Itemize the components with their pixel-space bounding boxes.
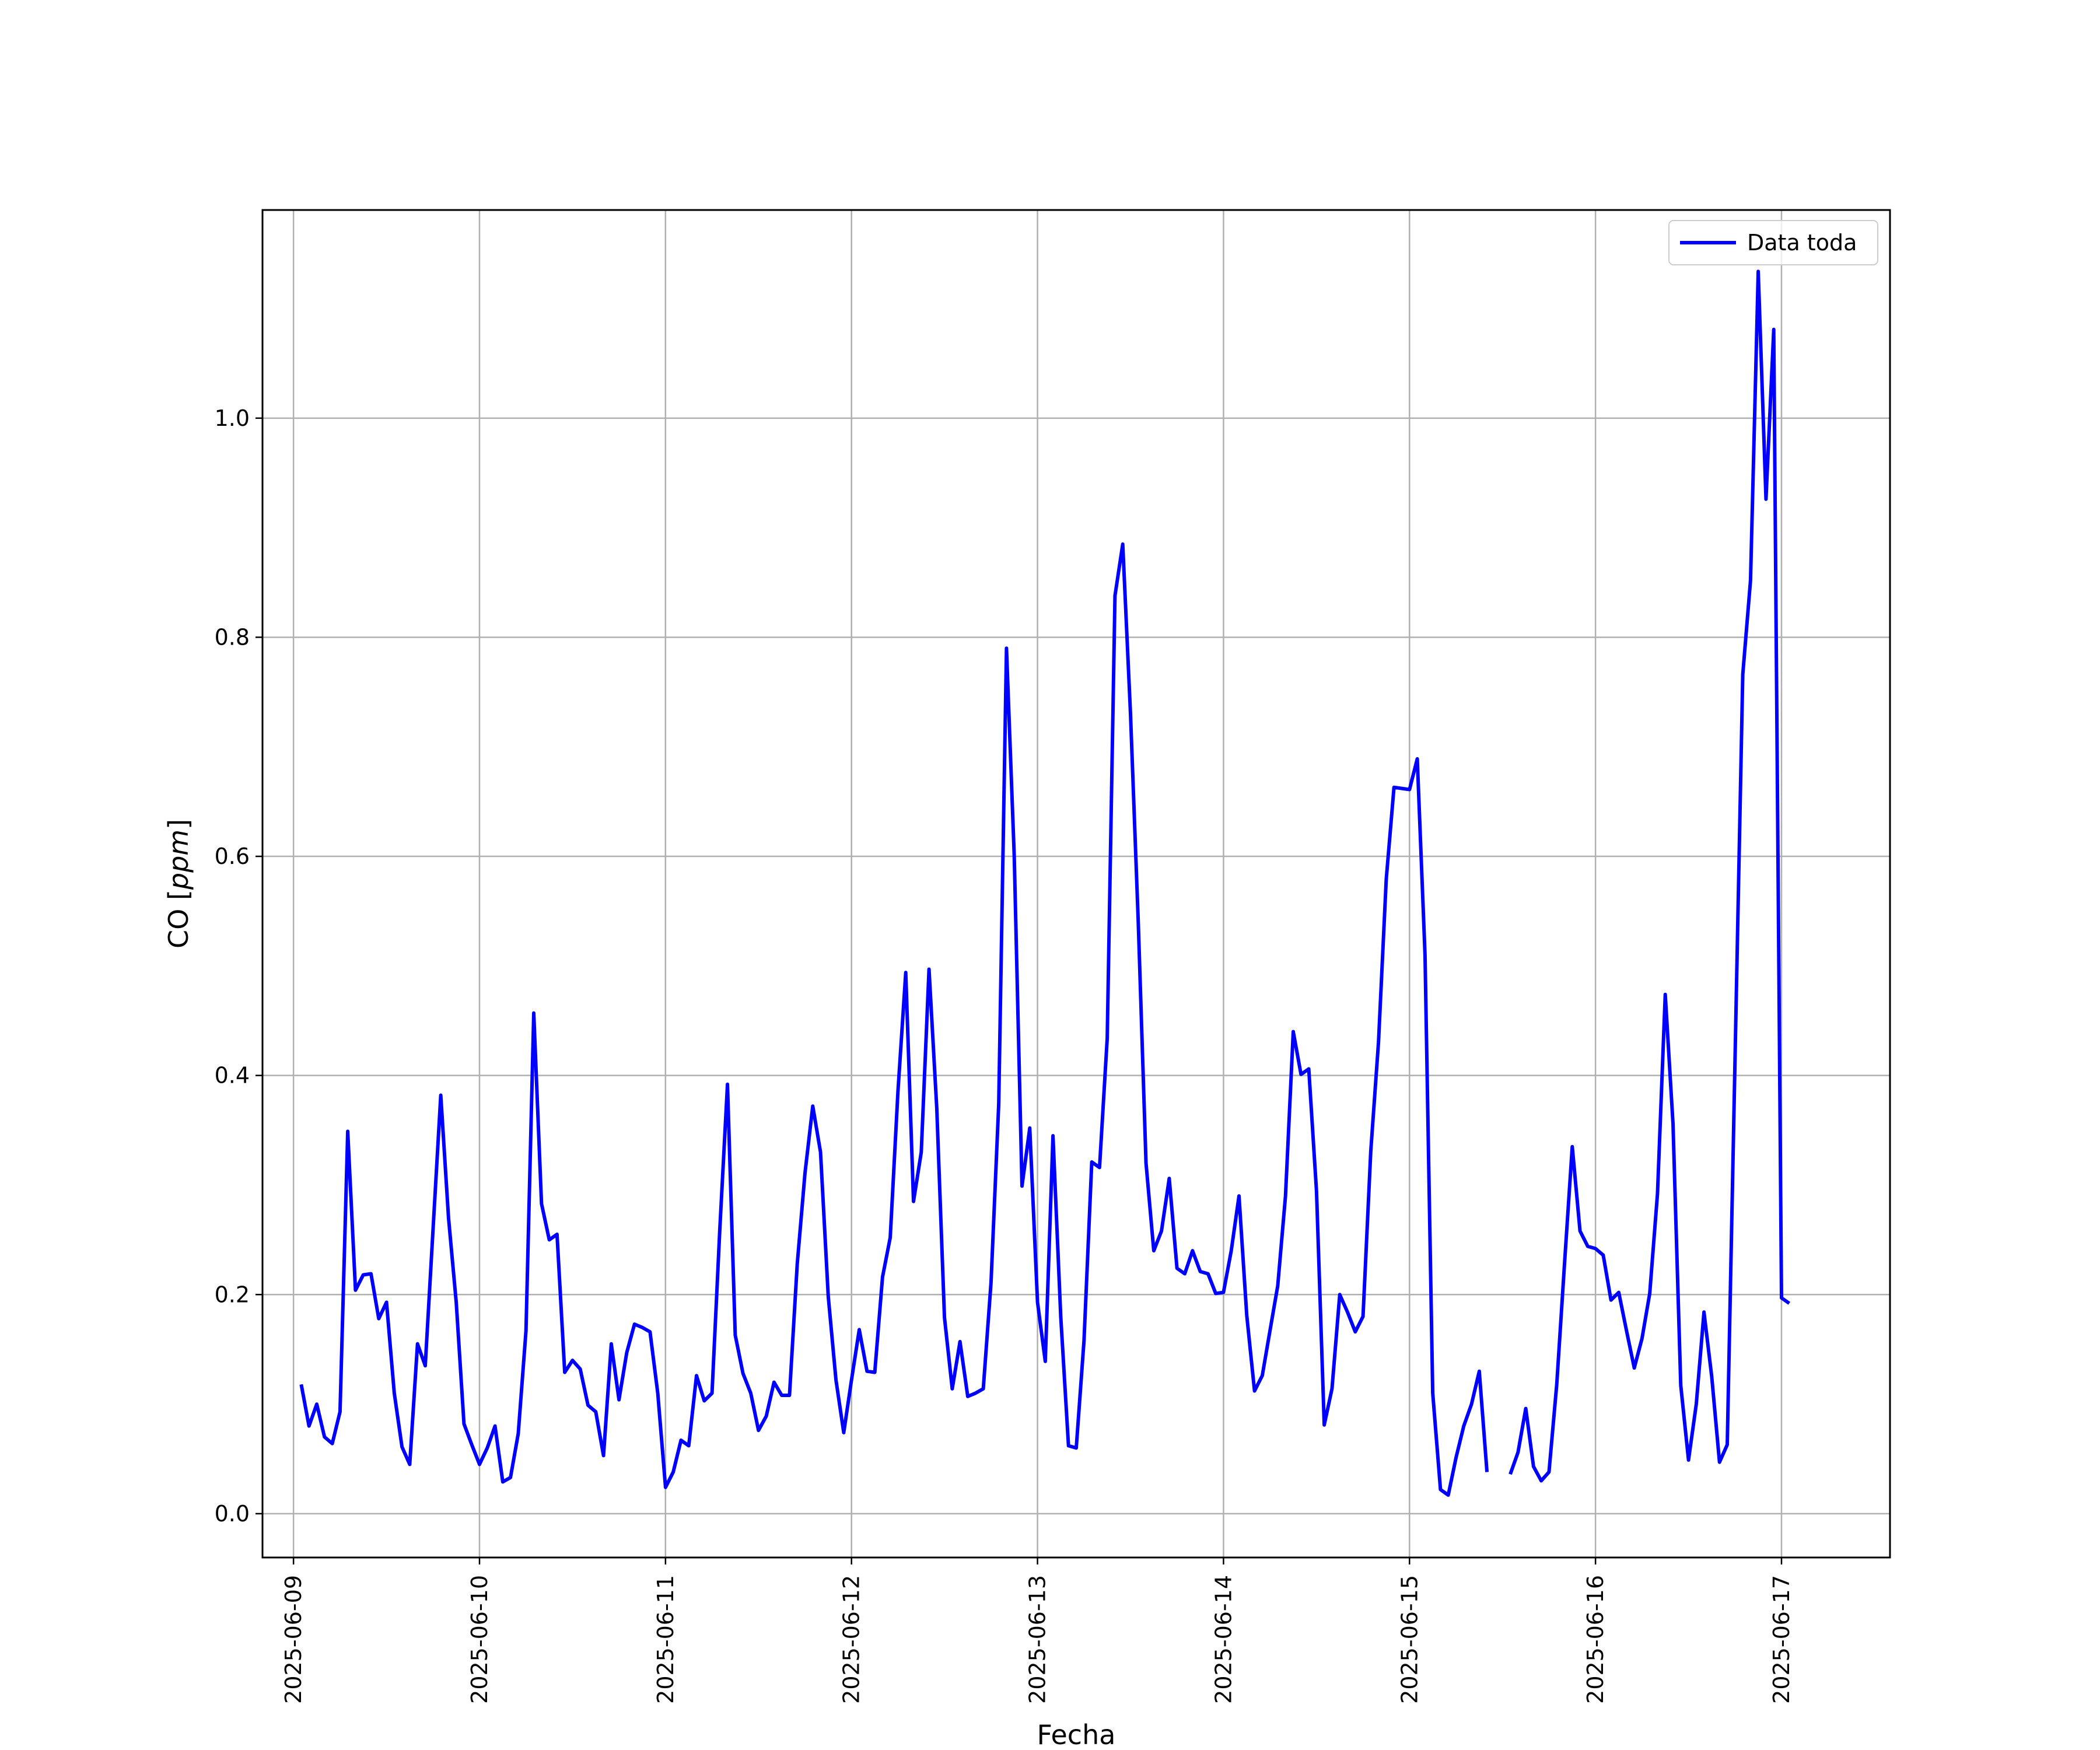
plot-area-frame — [261, 209, 1891, 1559]
y-tick-label: 0.6 — [215, 844, 250, 869]
y-tick-label: 0.2 — [215, 1282, 250, 1307]
x-tick-label: 2025-06-17 — [1769, 1575, 1794, 1704]
x-tick-label: 2025-06-13 — [1025, 1575, 1051, 1704]
y-axis-title-prefix: CO [ — [163, 890, 194, 949]
x-tick-label: 2025-06-16 — [1583, 1575, 1608, 1704]
x-tick-label: 2025-06-14 — [1210, 1575, 1236, 1704]
legend-label: Data toda — [1747, 230, 1857, 256]
x-axis-ticks: 2025-06-09 2025-06-10 2025-06-11 2025-06-12… — [281, 1558, 1794, 1704]
y-tick-label: 0.4 — [215, 1063, 250, 1088]
y-tick-label: 1.0 — [215, 405, 250, 431]
series-line — [299, 270, 1791, 1497]
y-tick-label: 0.0 — [215, 1501, 250, 1527]
data-series — [299, 270, 1791, 1497]
x-tick-label: 2025-06-15 — [1396, 1575, 1422, 1704]
x-tick-label: 2025-06-12 — [839, 1575, 864, 1704]
y-axis-ticks: 0.0 0.2 0.4 0.6 0.8 1.0 — [215, 405, 262, 1527]
y-tick-label: 0.8 — [215, 624, 250, 650]
legend: Data toda — [1668, 220, 1878, 265]
y-axis-title: CO [ppm] — [163, 819, 194, 949]
x-tick-label: 2025-06-10 — [467, 1575, 492, 1704]
x-axis-title: Fecha — [1037, 1719, 1116, 1750]
y-axis-title-suffix: ] — [163, 819, 194, 830]
x-tick-label: 2025-06-11 — [653, 1575, 678, 1704]
y-axis-title-unit: ppm — [163, 830, 194, 890]
legend-box — [1668, 220, 1878, 265]
x-tick-label: 2025-06-09 — [281, 1575, 306, 1704]
